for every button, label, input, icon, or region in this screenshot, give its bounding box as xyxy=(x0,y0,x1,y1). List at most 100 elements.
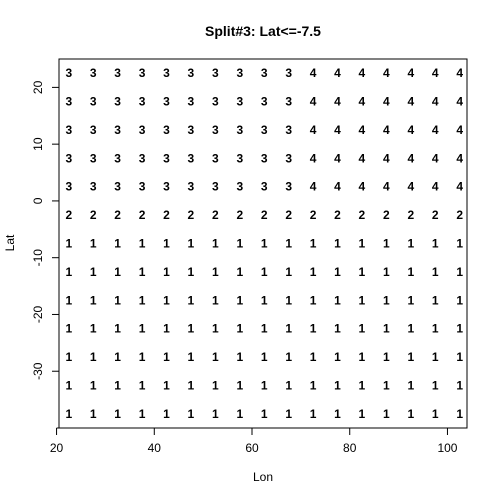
point-label: 1 xyxy=(383,265,390,279)
point-label: 4 xyxy=(407,180,414,194)
point-label: 1 xyxy=(114,237,121,251)
point-label: 2 xyxy=(285,208,292,222)
point-label: 3 xyxy=(212,123,219,137)
point-label: 1 xyxy=(236,378,243,392)
point-label: 1 xyxy=(65,378,72,392)
point-label: 4 xyxy=(432,151,439,165)
point-label: 1 xyxy=(285,237,292,251)
point-label: 1 xyxy=(359,322,366,336)
point-label: 1 xyxy=(432,407,439,421)
point-label: 1 xyxy=(90,237,97,251)
point-label: 4 xyxy=(359,180,366,194)
point-label: 1 xyxy=(188,350,195,364)
point-label: 1 xyxy=(456,265,463,279)
point-label: 3 xyxy=(139,180,146,194)
point-label: 1 xyxy=(456,378,463,392)
point-label: 3 xyxy=(285,66,292,80)
point-label: 1 xyxy=(65,322,72,336)
point-label: 1 xyxy=(90,322,97,336)
y-axis: -30 -20 -10 0 10 20 xyxy=(31,80,60,380)
point-label: 3 xyxy=(90,66,97,80)
point-label: 1 xyxy=(334,378,341,392)
x-tick-label: 100 xyxy=(437,441,457,455)
point-label: 3 xyxy=(261,151,268,165)
point-label: 3 xyxy=(90,151,97,165)
point-label: 1 xyxy=(114,322,121,336)
x-axis-label: Lon xyxy=(253,470,273,484)
point-label: 3 xyxy=(261,66,268,80)
point-label: 1 xyxy=(285,378,292,392)
point-label: 4 xyxy=(359,66,366,80)
point-label: 1 xyxy=(139,407,146,421)
point-label: 3 xyxy=(65,123,72,137)
point-label: 1 xyxy=(432,350,439,364)
point-label: 2 xyxy=(236,208,243,222)
point-label: 1 xyxy=(65,407,72,421)
y-axis-label: Lat xyxy=(3,234,17,251)
point-label: 1 xyxy=(188,293,195,307)
point-label: 4 xyxy=(310,151,317,165)
point-label: 1 xyxy=(310,237,317,251)
point-label: 1 xyxy=(139,378,146,392)
point-label: 3 xyxy=(236,180,243,194)
point-label: 3 xyxy=(65,180,72,194)
point-label: 2 xyxy=(139,208,146,222)
point-label: 1 xyxy=(383,378,390,392)
point-label: 1 xyxy=(407,293,414,307)
point-label: 3 xyxy=(285,95,292,109)
point-label: 1 xyxy=(236,350,243,364)
point-label: 1 xyxy=(114,350,121,364)
point-label: 2 xyxy=(163,208,170,222)
point-label: 1 xyxy=(90,407,97,421)
x-tick-label: 40 xyxy=(148,441,162,455)
point-label: 1 xyxy=(65,293,72,307)
point-label: 2 xyxy=(359,208,366,222)
point-label: 1 xyxy=(285,322,292,336)
point-label: 1 xyxy=(407,265,414,279)
point-label: 3 xyxy=(188,123,195,137)
point-label: 1 xyxy=(90,350,97,364)
point-label: 1 xyxy=(188,237,195,251)
point-label: 1 xyxy=(407,378,414,392)
point-label: 1 xyxy=(163,350,170,364)
point-label: 3 xyxy=(212,151,219,165)
point-label: 1 xyxy=(359,237,366,251)
point-label: 1 xyxy=(383,407,390,421)
point-label: 4 xyxy=(310,180,317,194)
point-label: 3 xyxy=(285,180,292,194)
point-label: 1 xyxy=(310,407,317,421)
point-label: 1 xyxy=(334,322,341,336)
point-label: 1 xyxy=(383,322,390,336)
y-tick-label: -10 xyxy=(31,249,45,267)
point-label: 1 xyxy=(407,350,414,364)
point-label: 1 xyxy=(359,293,366,307)
x-tick-label: 60 xyxy=(245,441,259,455)
point-label: 1 xyxy=(188,322,195,336)
point-label: 3 xyxy=(285,123,292,137)
point-label: 1 xyxy=(163,378,170,392)
point-label: 1 xyxy=(407,237,414,251)
y-tick-label: -30 xyxy=(31,362,45,380)
point-label: 1 xyxy=(407,322,414,336)
point-label: 4 xyxy=(407,151,414,165)
point-label: 3 xyxy=(65,95,72,109)
point-label: 3 xyxy=(212,66,219,80)
point-label: 3 xyxy=(236,95,243,109)
point-label: 3 xyxy=(139,95,146,109)
point-label: 4 xyxy=(456,151,463,165)
point-label: 1 xyxy=(236,407,243,421)
point-label: 3 xyxy=(236,66,243,80)
point-label: 3 xyxy=(163,123,170,137)
point-label: 4 xyxy=(407,66,414,80)
point-label: 3 xyxy=(163,180,170,194)
point-label: 1 xyxy=(359,378,366,392)
point-label: 1 xyxy=(334,407,341,421)
point-label: 3 xyxy=(90,123,97,137)
point-label: 1 xyxy=(456,237,463,251)
point-label: 1 xyxy=(139,237,146,251)
point-label: 4 xyxy=(383,180,390,194)
point-label: 4 xyxy=(456,66,463,80)
point-label: 1 xyxy=(310,378,317,392)
point-label: 1 xyxy=(65,265,72,279)
point-label: 1 xyxy=(456,407,463,421)
